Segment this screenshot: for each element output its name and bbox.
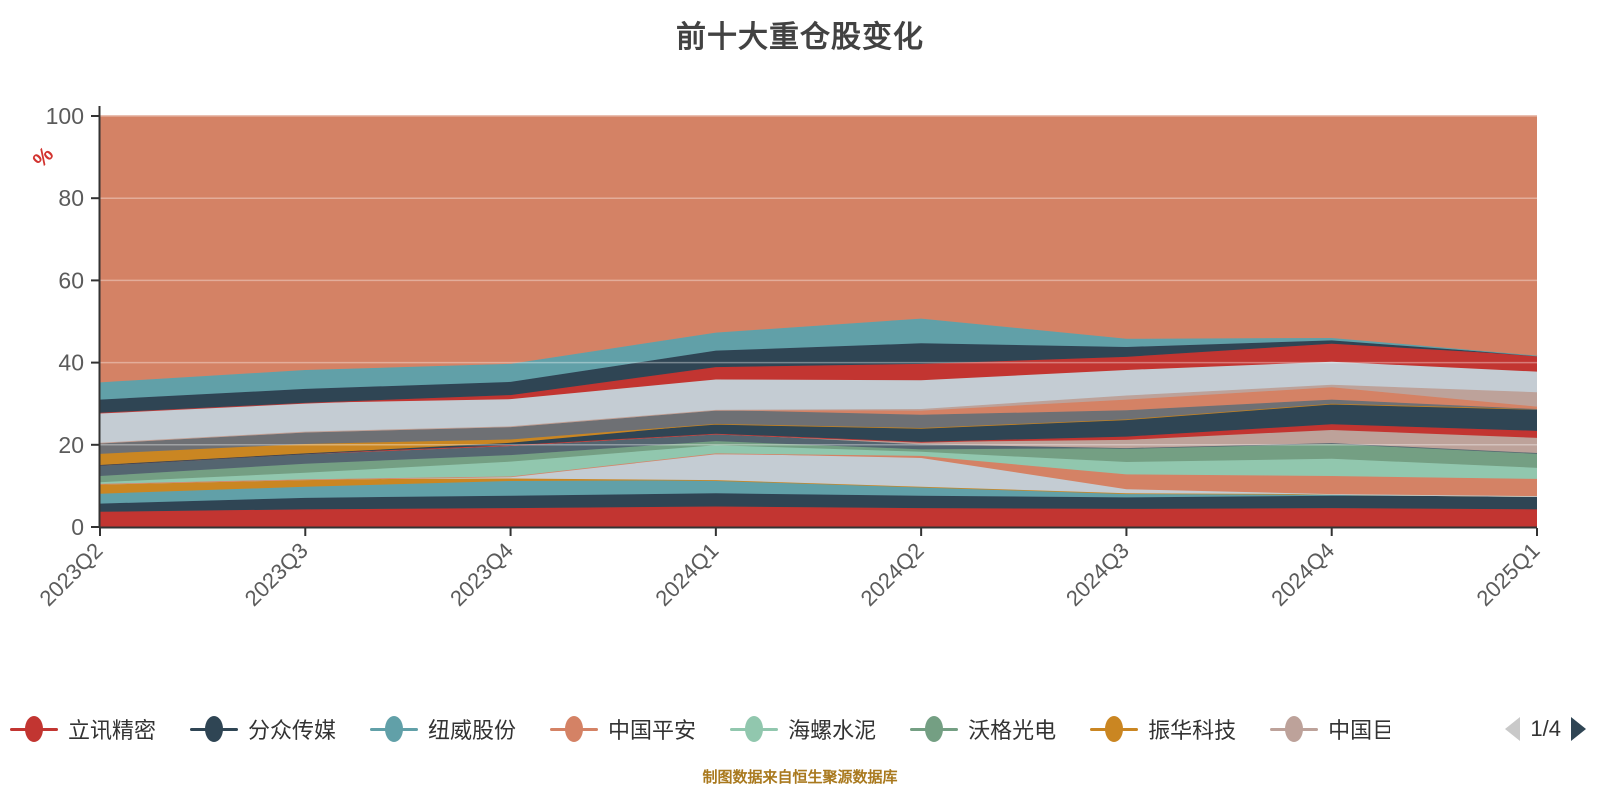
legend-item-立讯精密[interactable]: 立讯精密 [10,713,156,745]
series-area-unlabeled-a[interactable] [100,453,1537,497]
legend-line-marker-icon [730,715,779,743]
legend-item-label: 海螺水泥 [788,718,877,743]
series-area-unlabeled-k[interactable] [100,340,1537,413]
series-area-沃格光电[interactable] [100,441,1537,483]
legend-item-振华科技[interactable]: 振华科技 [1090,713,1236,745]
x-tick-label-2023Q2: 2023Q2 [34,538,107,611]
legend-item-label: 振华科技 [1148,718,1237,743]
series-area-unlabeled-g[interactable] [100,387,1537,443]
series-area-unlabeled-c[interactable] [100,424,1537,465]
legend-item-沃格光电[interactable]: 沃格光电 [910,713,1056,745]
legend-line-marker-icon [910,715,959,743]
legend-item-中国平安[interactable]: 中国平安 [550,713,696,745]
x-tick-label-2024Q2: 2024Q2 [856,538,929,611]
series-area-立讯精密[interactable] [100,506,1537,527]
legend-line-marker-icon [190,715,239,743]
series-area-unlabeled-i[interactable] [100,361,1537,443]
series-area-中国巨石[interactable] [100,430,1537,465]
series-area-unlabeled-j[interactable] [100,343,1537,413]
x-tick-label-2024Q4: 2024Q4 [1266,538,1339,611]
legend-item-label: 中国巨石 [1328,718,1390,743]
legend-line-marker-icon [10,715,58,743]
y-tick-label-20: 20 [58,432,84,458]
y-tick-label-0: 0 [71,514,84,540]
series-area-unlabeled-f[interactable] [100,399,1537,454]
series-area-中国平安[interactable] [100,453,1537,497]
pager-prev-icon[interactable] [1505,717,1521,741]
series-area-纽威股份[interactable] [100,480,1537,504]
legend-item-纽威股份[interactable]: 纽威股份 [370,713,516,745]
legend-pager: 1/4 [1505,706,1586,752]
legend-item-海螺水泥[interactable]: 海螺水泥 [730,713,876,745]
pager-next-icon[interactable] [1571,717,1586,741]
legend: 立讯精密分众传媒纽威股份中国平安海螺水泥沃格光电振华科技中国巨石中 [10,706,1390,752]
legend-item-label: 纽威股份 [428,718,517,743]
legend-line-marker-icon [1270,715,1319,743]
legend-line-marker-icon [370,715,419,743]
pager-page-indicator: 1/4 [1530,716,1561,741]
series-area-unlabeled-b[interactable] [100,433,1537,477]
y-tick-label-60: 60 [58,267,84,293]
series-area-分众传媒[interactable] [100,493,1537,512]
legend-item-label: 沃格光电 [968,718,1057,743]
series-area-unlabeled-d[interactable] [100,403,1537,465]
x-tick-label-2024Q3: 2024Q3 [1061,538,1134,611]
legend-item-label: 中国平安 [608,718,697,743]
series-area-海螺水泥[interactable] [100,445,1537,484]
y-tick-label-100: 100 [46,103,84,129]
legend-item-分众传媒[interactable]: 分众传媒 [190,713,336,745]
chart-caption: 制图数据来自恒生聚源数据库 [702,769,898,786]
legend-line-marker-icon [1090,715,1139,743]
series-area-unlabeled-h[interactable] [100,384,1537,443]
y-tick-label-80: 80 [58,185,84,211]
y-tick-label-40: 40 [58,350,84,376]
x-tick-label-2023Q4: 2023Q4 [445,538,518,611]
series-area-unlabeled-top[interactable] [100,116,1537,383]
x-tick-label-2023Q3: 2023Q3 [240,538,313,611]
legend-item-label: 立讯精密 [68,718,157,743]
legend-line-marker-icon [550,715,599,743]
legend-item-label: 分众传媒 [248,718,337,743]
legend-item-中国巨石[interactable]: 中国巨石 [1270,713,1390,745]
x-tick-label-2025Q1: 2025Q1 [1471,538,1544,611]
chart-canvas[interactable]: 0 20 40 60 80 100 2023Q2 2023Q3 2023Q4 2024Q1 2024… [0,0,1600,690]
y-axis-name: % [29,142,59,172]
x-tick-label-2024Q1: 2024Q1 [650,538,723,611]
page-title: 前十大重仓股变化 [676,21,924,54]
